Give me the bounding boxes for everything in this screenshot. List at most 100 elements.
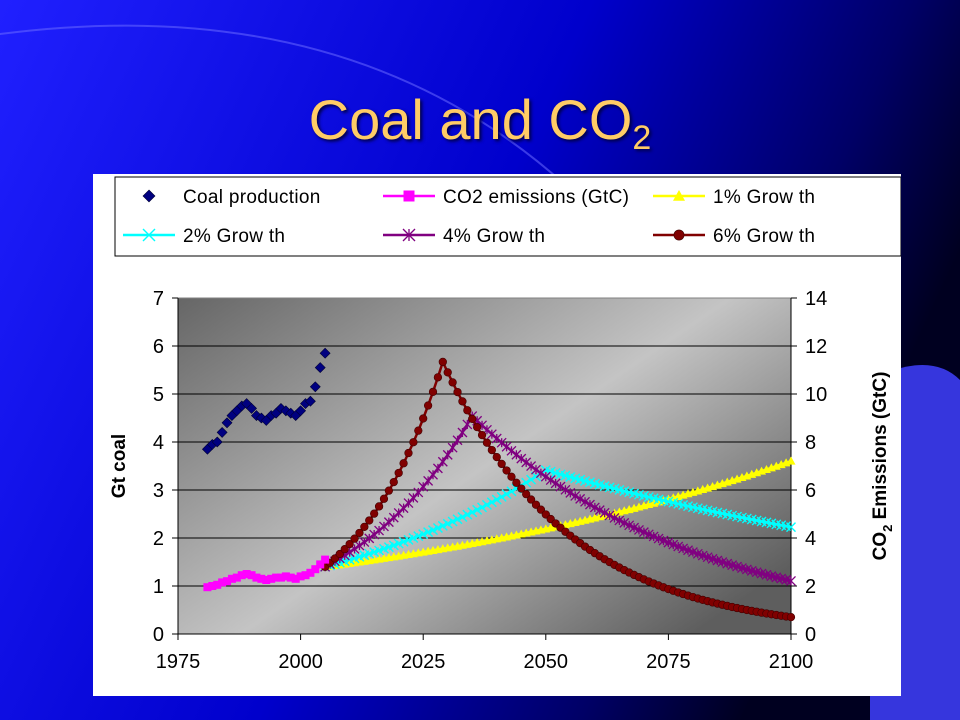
data-point xyxy=(594,505,605,516)
legend-marker xyxy=(673,190,685,201)
slide-title-text: Coal and CO xyxy=(308,88,633,151)
data-point xyxy=(296,572,305,581)
data-point xyxy=(394,468,403,478)
data-point xyxy=(584,499,595,510)
y-left-tick-label: 1 xyxy=(153,576,164,598)
data-point xyxy=(227,574,236,583)
data-point xyxy=(379,494,389,503)
chart-svg: Coal production CO2 emissions (GtC) 1% Gro… xyxy=(109,176,901,673)
y-left-tick-label: 4 xyxy=(153,432,164,454)
data-point xyxy=(286,573,295,582)
data-point xyxy=(309,381,321,393)
data-point xyxy=(487,445,496,455)
data-point xyxy=(634,524,644,535)
data-point xyxy=(433,373,443,382)
legend-marker xyxy=(403,190,415,202)
data-point xyxy=(432,523,443,534)
data-point xyxy=(540,471,551,482)
data-point xyxy=(237,571,246,580)
series-5 xyxy=(320,357,796,622)
slide-title-subscript: 2 xyxy=(632,119,652,157)
data-point xyxy=(252,573,261,582)
data-point xyxy=(565,487,576,498)
data-point xyxy=(555,481,566,492)
data-point xyxy=(369,529,380,540)
data-point xyxy=(619,517,630,528)
background-arc xyxy=(0,24,621,241)
legend-label: CO2 emissions (GtC) xyxy=(443,187,629,208)
data-point xyxy=(399,459,408,468)
y-left-tick-label: 2 xyxy=(153,528,164,550)
data-point xyxy=(786,456,796,465)
legend-box xyxy=(114,176,901,257)
data-point xyxy=(629,522,640,533)
data-point xyxy=(491,494,502,505)
data-point xyxy=(457,512,468,522)
data-point xyxy=(786,522,796,533)
y-axis-right-title-rest: Emissions (GtC) xyxy=(870,372,891,525)
data-point xyxy=(335,549,344,559)
data-point xyxy=(463,406,472,415)
data-point xyxy=(242,570,251,578)
data-point xyxy=(545,475,556,486)
data-point xyxy=(428,387,438,396)
data-point xyxy=(457,427,468,438)
data-point xyxy=(458,397,467,406)
data-point xyxy=(419,414,428,423)
data-point xyxy=(507,472,516,481)
legend-item: CO2 emissions (GtC) xyxy=(383,187,629,208)
chart-area: Coal production CO2 emissions (GtC) 1% Gro… xyxy=(93,174,901,696)
data-point xyxy=(526,474,537,485)
y-right-tick-label: 14 xyxy=(805,288,827,310)
data-point xyxy=(516,453,527,464)
y-right-tick-label: 10 xyxy=(805,384,827,406)
x-tick-label: 2025 xyxy=(401,651,446,673)
y-left-tick-label: 5 xyxy=(153,384,164,406)
data-point xyxy=(501,489,512,500)
y-axis-right-title: CO2 Emissions (GtC) xyxy=(870,372,895,561)
legend-item: Coal production xyxy=(142,187,320,208)
data-point xyxy=(535,468,546,479)
data-point xyxy=(291,574,300,583)
data-point xyxy=(316,560,325,569)
data-point xyxy=(497,459,506,469)
data-point xyxy=(432,463,443,474)
series xyxy=(201,347,796,622)
y-left-tick-label: 3 xyxy=(153,480,164,502)
y-axis-right-title-sub: 2 xyxy=(880,525,895,532)
series-0 xyxy=(201,347,331,455)
x-tick-label: 1975 xyxy=(156,651,201,673)
data-point xyxy=(560,484,571,495)
data-point xyxy=(589,502,600,513)
data-point xyxy=(359,537,370,547)
y-left-tick-label: 6 xyxy=(153,336,164,358)
data-point xyxy=(208,582,217,590)
y-axis-left-title: Gt coal xyxy=(109,434,130,498)
data-point xyxy=(246,402,257,414)
legend-item: 4% Grow th xyxy=(383,226,545,247)
legend-label: 6% Grow th xyxy=(713,226,815,247)
x-tick-label: 2050 xyxy=(524,651,569,673)
data-point xyxy=(321,555,330,564)
data-point xyxy=(653,533,664,544)
data-point xyxy=(443,368,452,377)
data-point xyxy=(468,414,477,424)
data-point xyxy=(506,445,517,456)
data-point xyxy=(423,401,433,410)
data-point xyxy=(276,573,285,582)
data-point xyxy=(575,493,586,504)
data-point xyxy=(428,469,438,480)
legend: Coal production CO2 emissions (GtC) 1% Gro… xyxy=(123,187,815,247)
y-right-tick-label: 8 xyxy=(805,432,816,454)
data-point xyxy=(496,491,507,502)
data-point xyxy=(448,378,457,387)
data-point xyxy=(643,529,654,540)
legend-label: 2% Grow th xyxy=(183,226,285,247)
series-2 xyxy=(320,456,796,571)
data-point xyxy=(211,436,223,448)
data-point xyxy=(304,395,316,407)
legend-label: 4% Grow th xyxy=(443,226,545,247)
data-point xyxy=(492,453,501,462)
x-tick-label: 2075 xyxy=(646,651,691,673)
